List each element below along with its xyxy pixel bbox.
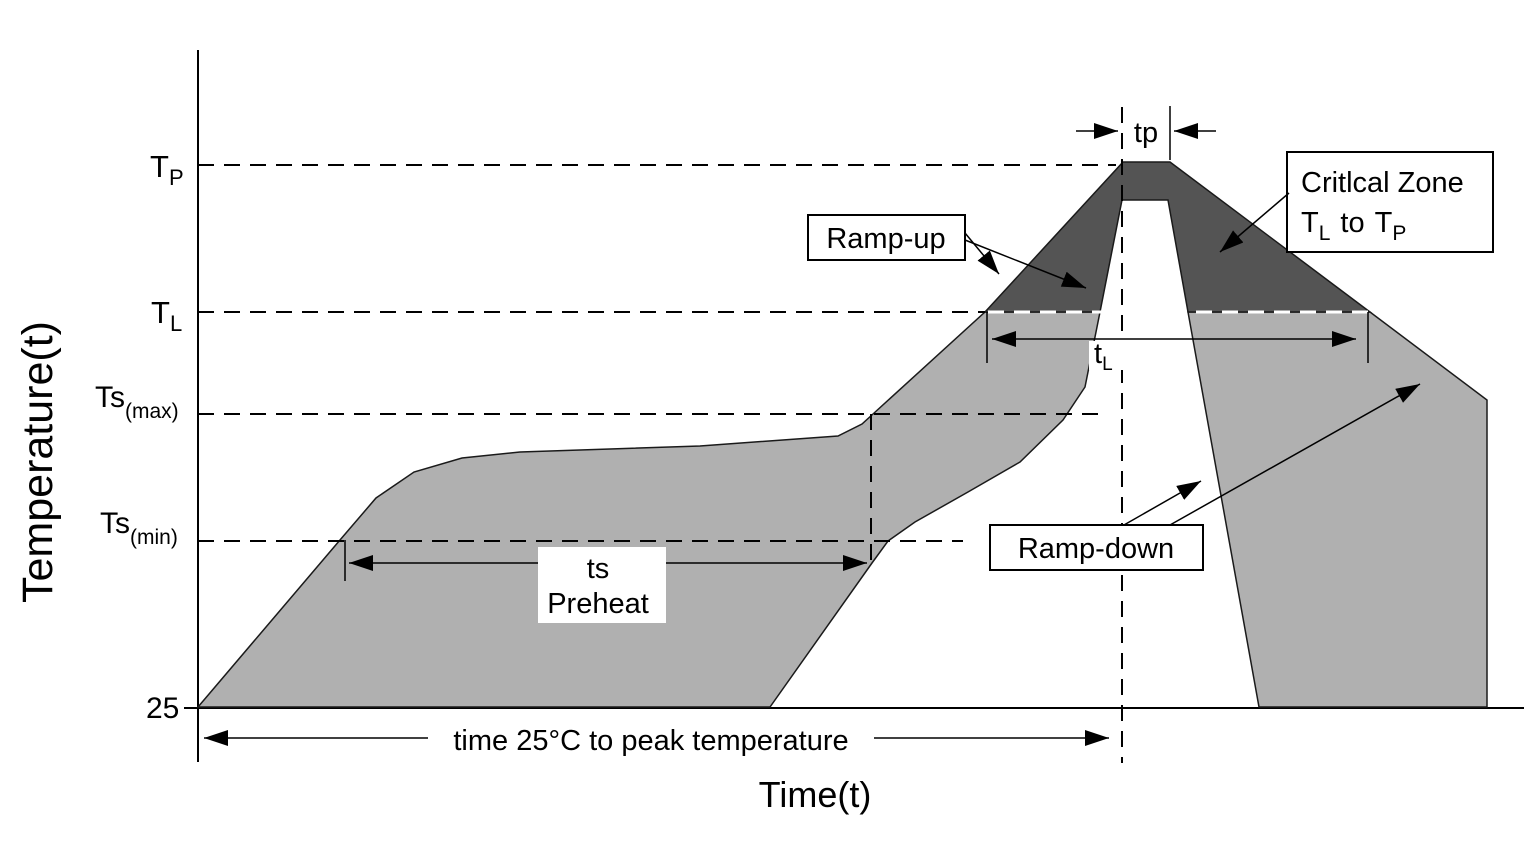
critical-zone-t2: T — [1375, 207, 1393, 239]
ramp-down-leader-outer — [1169, 383, 1421, 526]
ts-min-tick-label: Ts(min) — [100, 507, 178, 549]
critical-zone-line2: TL to TP — [1301, 207, 1406, 245]
critical-zone-leader — [1219, 192, 1290, 253]
critical-zone-t1: T — [1301, 207, 1319, 239]
tl-tick-sub: L — [170, 311, 182, 336]
ts-min-tick-sub: (min) — [130, 526, 178, 549]
tp-tick-label: TP — [150, 149, 184, 190]
ts-max-tick-sub: (max) — [125, 400, 179, 423]
preheat-label: Preheat — [547, 588, 649, 620]
tl-tick-main: T — [151, 295, 170, 330]
ramp-down-leader-inner — [1123, 480, 1202, 526]
critical-zone-mid: to — [1340, 207, 1364, 239]
time-to-peak-label: time 25°C to peak temperature — [453, 725, 848, 757]
ramp-up-leader-inner — [964, 239, 1087, 289]
ts-max-tick-label: Ts(max) — [95, 381, 179, 423]
critical-zone-box — [1286, 151, 1494, 253]
critical-zone-line1: Critlcal Zone — [1301, 167, 1464, 199]
ts-label: ts — [587, 553, 610, 585]
critical-zone-s2: P — [1392, 222, 1406, 245]
time-to-peak-label-bg — [428, 722, 874, 756]
tp-tick-sub: P — [169, 165, 184, 190]
ramp-up-leader-outer — [964, 232, 1000, 275]
envelope-band-below-tl-left — [196, 311, 1101, 708]
tl-label-bg — [1089, 341, 1123, 370]
ts-preheat-label-bg — [538, 547, 666, 623]
ts-max-tick-main: Ts — [95, 381, 125, 414]
ts-min-tick-main: Ts — [100, 507, 130, 540]
y-axis-title: Temperature(t) — [14, 321, 62, 603]
tp-label: tp — [1134, 117, 1158, 149]
envelope-band-below-tl-right — [1187, 311, 1488, 708]
tp-tick-main: T — [150, 149, 169, 184]
tl-label-sub: L — [1102, 354, 1113, 375]
ramp-up-label: Ramp-up — [826, 223, 945, 255]
ramp-up-box — [807, 214, 966, 261]
critical-zone-s1: L — [1319, 222, 1331, 245]
tl-label-main: t — [1094, 338, 1102, 370]
tl-tick-label: TL — [151, 295, 182, 336]
ramp-down-label: Ramp-down — [1018, 533, 1174, 565]
x-axis-title: Time(t) — [759, 774, 872, 815]
origin-tick-label: 25 — [146, 692, 179, 725]
tl-label: tL — [1094, 338, 1113, 375]
ramp-down-box — [989, 524, 1204, 571]
